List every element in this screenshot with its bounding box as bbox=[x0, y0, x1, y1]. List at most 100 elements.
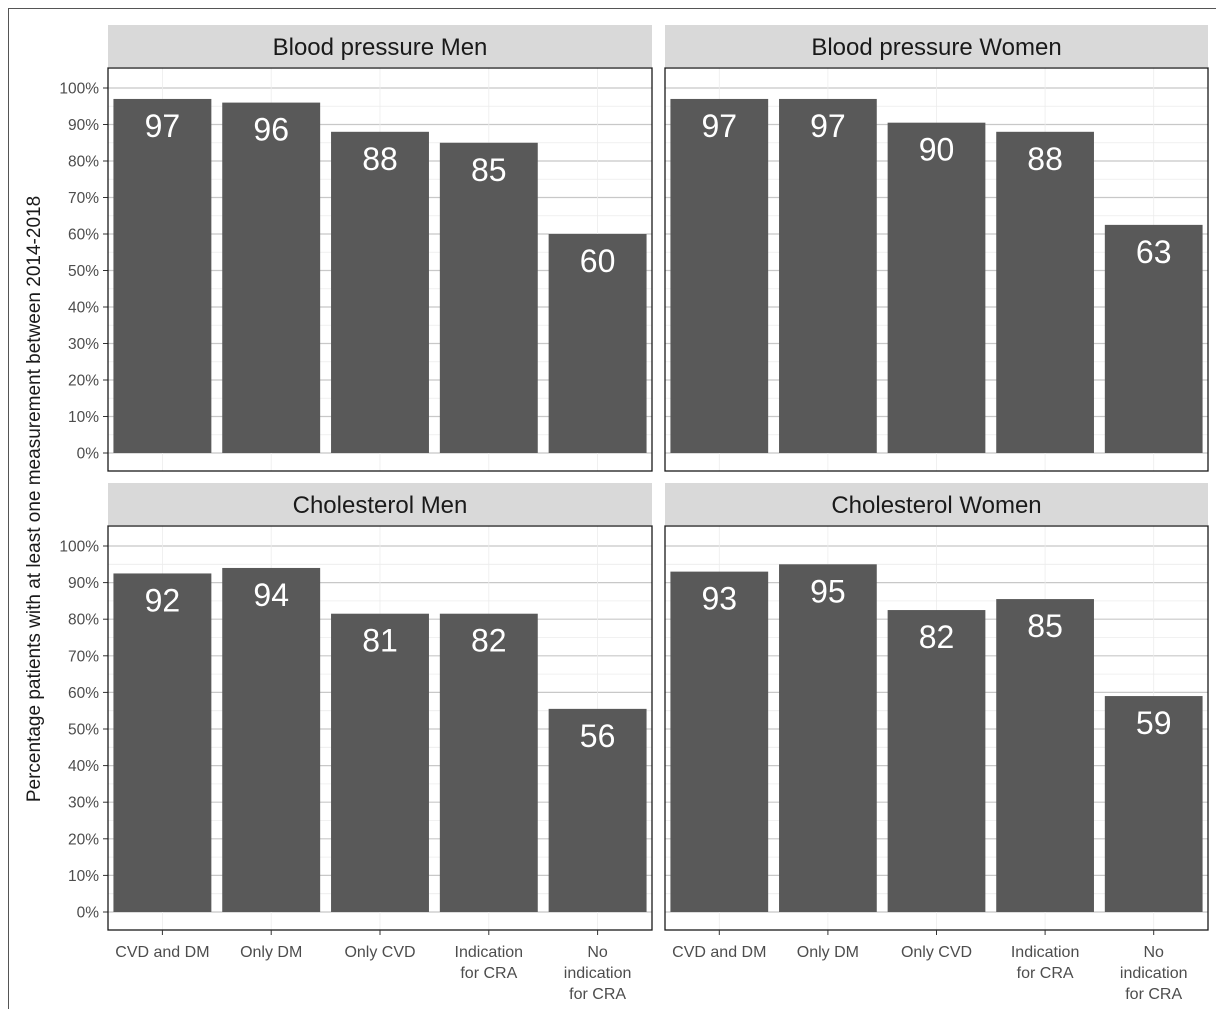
y-axis-title: Percentage patients with at least one me… bbox=[24, 196, 45, 802]
figure-border-top bbox=[8, 8, 1216, 9]
bar-value-label: 97 bbox=[145, 108, 181, 144]
x-tick-label-line: Only CVD bbox=[901, 944, 972, 961]
panel-2: Blood pressure Women 97 97 90 88 63 bbox=[664, 25, 1209, 472]
x-tick-label: Indication for CRA bbox=[455, 944, 524, 982]
y-tick-label: 20% bbox=[68, 831, 99, 848]
panel-border bbox=[107, 67, 653, 472]
bar-value-label: 88 bbox=[362, 141, 398, 177]
y-tick-label: 80% bbox=[68, 154, 99, 171]
y-tick-label: 40% bbox=[68, 758, 99, 775]
x-tick-label: Only DM bbox=[797, 944, 859, 961]
bar-value-label: 92 bbox=[145, 582, 181, 618]
bar bbox=[779, 564, 877, 912]
panel-strip bbox=[665, 25, 1208, 67]
y-axis: 0% 10% 20% 30% 40% 50% 60% 70% 80% 90% 100% bbox=[59, 539, 108, 922]
bar bbox=[887, 122, 986, 454]
panel-strip bbox=[665, 483, 1208, 525]
y-tick-label: 70% bbox=[68, 648, 99, 665]
x-axis: CVD and DM Only DM Only CVD Indication for C… bbox=[672, 930, 1188, 1003]
panel-title: Blood pressure Women bbox=[811, 34, 1061, 61]
panel-3: Cholesterol Men 0% 10% 20% 30% 40% 50% 60% 70% 80… bbox=[59, 483, 653, 1003]
x-tick-label-line: for CRA bbox=[569, 986, 626, 1003]
y-tick-label: 100% bbox=[59, 539, 99, 556]
bar-value-label: 82 bbox=[471, 623, 507, 659]
y-tick-label: 20% bbox=[68, 373, 99, 390]
y-tick-label: 40% bbox=[68, 300, 99, 317]
x-tick-label-line: indication bbox=[564, 965, 632, 982]
x-tick-label: Only CVD bbox=[344, 944, 415, 961]
figure-border-left bbox=[8, 8, 9, 1009]
bar-value-label: 90 bbox=[919, 132, 955, 168]
panel-strip bbox=[108, 25, 652, 67]
bar bbox=[222, 567, 321, 912]
x-tick-label-line: CVD and DM bbox=[115, 944, 209, 961]
y-tick-label: 100% bbox=[59, 81, 99, 98]
y-tick-label: 0% bbox=[77, 905, 100, 922]
y-tick-label: 30% bbox=[68, 795, 99, 812]
bar bbox=[331, 131, 429, 454]
panel-4: Cholesterol Women 93 95 82 85 59 CVD and DM Onl… bbox=[664, 483, 1209, 1003]
bar bbox=[331, 613, 429, 912]
bar bbox=[439, 613, 538, 912]
bar bbox=[113, 573, 212, 912]
y-tick-label: 70% bbox=[68, 190, 99, 207]
bar bbox=[439, 142, 538, 453]
bar-value-label: 56 bbox=[580, 718, 616, 754]
y-tick-label: 0% bbox=[77, 446, 100, 463]
bar bbox=[548, 234, 647, 453]
bar-value-label: 85 bbox=[1027, 608, 1063, 644]
bar bbox=[670, 98, 769, 453]
bar-value-label: 59 bbox=[1136, 705, 1172, 741]
bar bbox=[113, 98, 212, 453]
panel-title: Cholesterol Women bbox=[831, 492, 1041, 519]
y-tick-label: 80% bbox=[68, 612, 99, 629]
x-tick-label: CVD and DM bbox=[115, 944, 209, 961]
bar-value-label: 94 bbox=[253, 577, 289, 613]
x-tick-label-line: CVD and DM bbox=[672, 944, 766, 961]
x-tick-label: Only DM bbox=[240, 944, 302, 961]
y-tick-label: 10% bbox=[68, 868, 99, 885]
panel-title: Blood pressure Men bbox=[273, 34, 488, 61]
x-tick-label-line: indication bbox=[1120, 965, 1188, 982]
y-tick-label: 50% bbox=[68, 263, 99, 280]
x-tick-label-line: Only CVD bbox=[344, 944, 415, 961]
panel-title: Cholesterol Men bbox=[293, 492, 468, 519]
bar-value-label: 63 bbox=[1136, 234, 1172, 270]
bar bbox=[1104, 696, 1203, 912]
bar bbox=[222, 102, 321, 453]
x-tick-label: Only CVD bbox=[901, 944, 972, 961]
bar bbox=[670, 571, 769, 912]
x-tick-label-line: No bbox=[587, 944, 608, 961]
x-axis: CVD and DM Only DM Only CVD Indication for C… bbox=[115, 930, 631, 1003]
bar-value-label: 95 bbox=[810, 573, 846, 609]
y-axis: 0% 10% 20% 30% 40% 50% 60% 70% 80% 90% 100% bbox=[59, 81, 108, 463]
bar-value-label: 88 bbox=[1027, 141, 1063, 177]
x-tick-label: CVD and DM bbox=[672, 944, 766, 961]
y-tick-label: 50% bbox=[68, 722, 99, 739]
bar-value-label: 82 bbox=[919, 619, 955, 655]
bar-value-label: 96 bbox=[253, 112, 289, 148]
y-tick-label: 60% bbox=[68, 685, 99, 702]
y-tick-label: 10% bbox=[68, 409, 99, 426]
bar-value-label: 60 bbox=[580, 243, 616, 279]
bar bbox=[779, 98, 877, 453]
panel-1: Blood pressure Men 0% 10% 20% 30% 40% 50% 60% 70… bbox=[59, 25, 653, 472]
y-tick-label: 60% bbox=[68, 227, 99, 244]
x-tick-label: Indication for CRA bbox=[1011, 944, 1080, 982]
bar bbox=[548, 708, 647, 912]
bar-value-label: 81 bbox=[362, 623, 398, 659]
x-tick-label-line: Indication bbox=[455, 944, 524, 961]
x-tick-label-line: for CRA bbox=[460, 965, 517, 982]
x-tick-label-line: for CRA bbox=[1017, 965, 1074, 982]
bar-value-label: 97 bbox=[702, 108, 738, 144]
x-tick-label-line: Only DM bbox=[797, 944, 859, 961]
bar-value-label: 93 bbox=[702, 581, 738, 617]
bar bbox=[996, 131, 1094, 454]
x-tick-label-line: No bbox=[1143, 944, 1164, 961]
panel-border bbox=[664, 67, 1209, 472]
x-tick-label: No indication for CRA bbox=[1120, 944, 1188, 1003]
bar-value-label: 85 bbox=[471, 152, 507, 188]
bar bbox=[996, 599, 1094, 912]
